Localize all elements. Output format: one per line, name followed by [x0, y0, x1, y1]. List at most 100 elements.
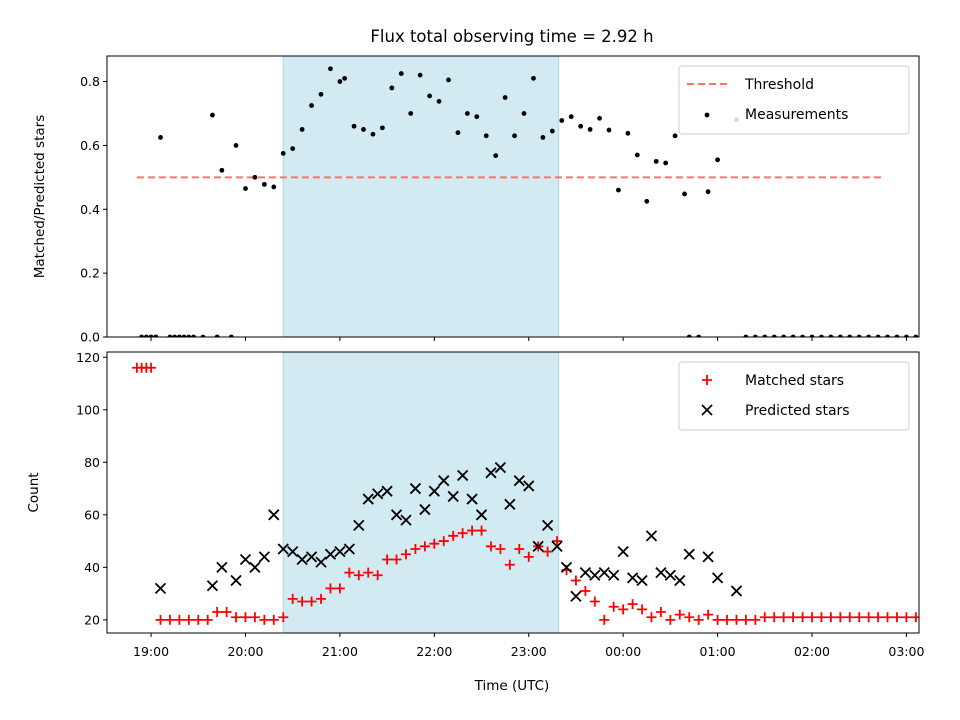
matched-point	[910, 612, 919, 623]
matched-point	[891, 612, 902, 623]
matched-point	[769, 612, 780, 623]
matched-point	[278, 612, 289, 623]
legend-predicted-swatch	[701, 404, 713, 416]
measurement-point	[894, 334, 900, 337]
matched-point	[712, 614, 723, 625]
y-tick-label: 0.4	[80, 202, 100, 217]
legend-label: Measurements	[745, 107, 848, 123]
matched-point	[419, 541, 430, 552]
predicted-point	[730, 585, 743, 597]
measurement-point	[474, 114, 480, 120]
measurement-point	[191, 334, 196, 337]
matched-point	[183, 614, 194, 625]
predicted-point	[324, 548, 337, 560]
matched-point	[457, 528, 468, 539]
measurement-point	[172, 334, 178, 337]
predicted-point	[617, 545, 629, 558]
matched-point	[542, 546, 553, 557]
matched-point	[740, 614, 751, 625]
count-panel: 20 40 60 80 100 120 19:00 20:00 21:00 22:00 23:00 0…	[26, 350, 924, 659]
measurement-point	[252, 174, 258, 180]
measurement-point	[663, 160, 669, 166]
matched-point	[400, 549, 411, 560]
matched-point	[835, 612, 846, 623]
predicted-point	[381, 485, 393, 497]
matched-point	[146, 362, 157, 373]
matched-point	[627, 599, 638, 610]
measurement-point	[531, 75, 536, 81]
measurement-point	[493, 153, 499, 159]
measurement-point	[370, 131, 376, 137]
matched-point	[372, 570, 383, 581]
y-tick-label: 0.0	[80, 330, 100, 345]
measurement-point	[186, 334, 192, 337]
measurement-point	[271, 184, 277, 190]
matched-point	[504, 559, 515, 570]
matched-point	[495, 543, 506, 554]
measurement-point	[446, 77, 451, 83]
matched-point	[448, 530, 459, 541]
matched-point	[665, 614, 676, 625]
measurement-point	[866, 334, 872, 337]
matched-point	[363, 567, 374, 578]
measurement-point	[578, 123, 584, 129]
measurement-point	[483, 133, 489, 139]
predicted-point	[626, 572, 639, 584]
matched-point	[618, 604, 629, 615]
predicted-point	[353, 519, 365, 531]
measurement-point	[715, 157, 720, 163]
measurement-point	[828, 334, 834, 337]
measurement-point	[342, 75, 348, 81]
measurement-point	[436, 98, 442, 104]
legend-box	[678, 361, 910, 431]
predicted-point	[154, 582, 167, 594]
matched-point	[580, 585, 591, 596]
y-tick-label: 100	[76, 402, 100, 417]
matched-point	[816, 612, 827, 623]
legend-label: Threshold	[744, 77, 814, 93]
matched-point	[259, 614, 270, 625]
measurement-point	[233, 143, 239, 148]
predicted-point	[305, 551, 318, 563]
matched-point	[788, 612, 799, 623]
measurement-point	[389, 85, 395, 91]
predicted-point	[438, 475, 450, 487]
measurement-point	[261, 181, 267, 187]
measurement-point	[705, 189, 711, 195]
predicted-point	[447, 490, 459, 503]
matched-point	[344, 567, 355, 578]
measurement-point	[351, 123, 357, 129]
matched-point	[514, 543, 525, 554]
predicted-point	[466, 493, 478, 505]
legend-label: Predicted stars	[745, 403, 850, 419]
matched-point	[325, 583, 336, 594]
matched-point	[637, 604, 648, 615]
matched-point	[231, 612, 242, 623]
y-tick-label: 0.8	[80, 74, 100, 89]
measurement-point	[139, 334, 145, 337]
x-tick-label: 23:00	[511, 644, 547, 659]
x-tick-label: 19:00	[133, 644, 169, 659]
measurement-point	[158, 135, 163, 140]
matched-point	[438, 536, 449, 547]
measurement-point	[597, 115, 602, 121]
plot-area	[131, 362, 919, 625]
measurement-point	[379, 125, 385, 131]
legend-label: Matched stars	[745, 373, 844, 389]
measurement-point	[856, 334, 862, 337]
matched-point	[589, 596, 600, 607]
predicted-point	[315, 556, 327, 568]
measurement-point	[809, 334, 815, 337]
matched-point	[268, 614, 279, 625]
matched-point	[863, 612, 874, 623]
matched-point	[485, 541, 496, 552]
matched-point	[287, 593, 298, 604]
matched-point	[306, 596, 317, 607]
measurement-point	[885, 334, 890, 337]
y-axis-label: Count	[26, 472, 42, 512]
matched-point	[429, 538, 440, 549]
measurement-point	[819, 334, 824, 337]
y-tick-label: 60	[84, 507, 100, 522]
matched-point	[901, 612, 912, 623]
